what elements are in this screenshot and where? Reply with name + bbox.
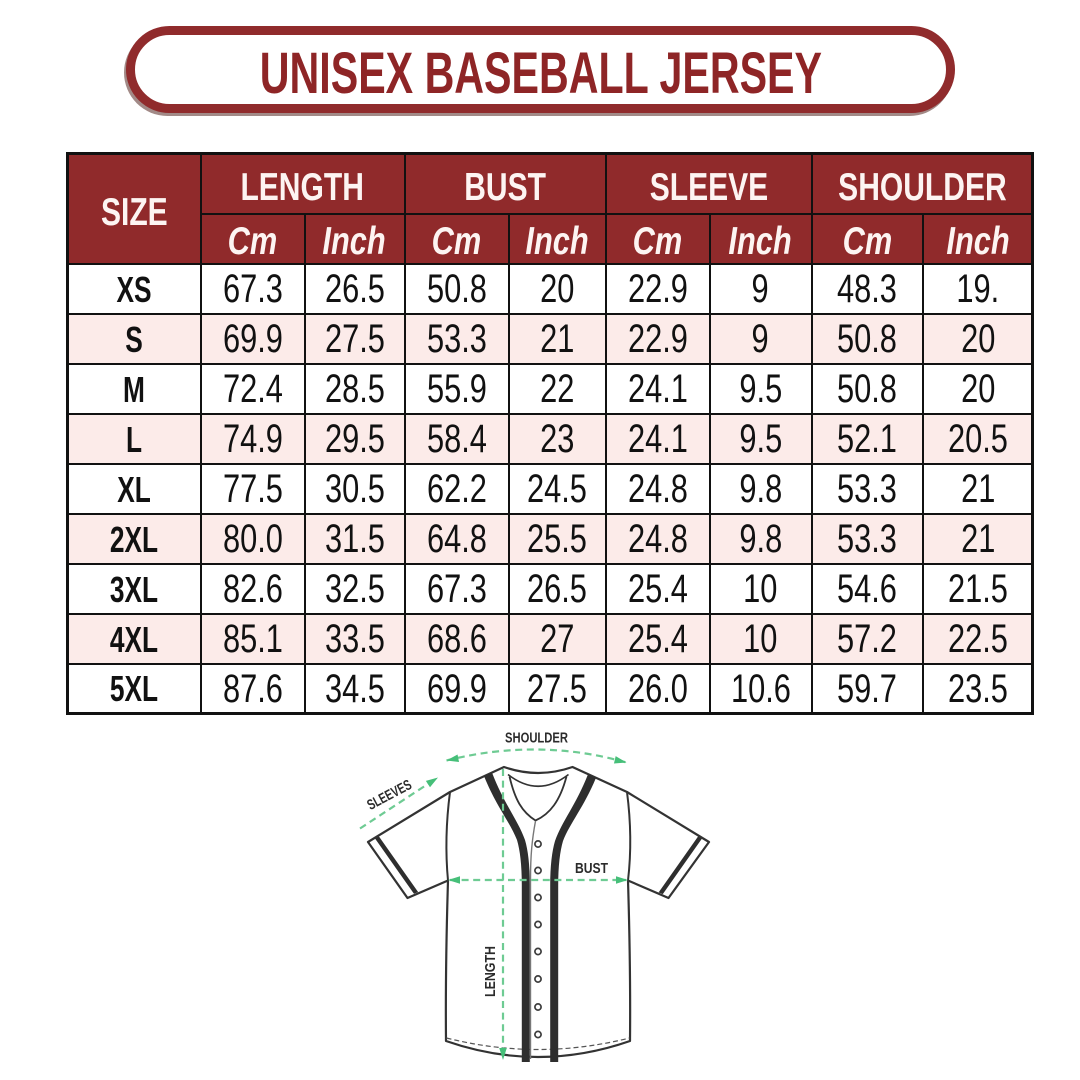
svg-text:BUST: BUST [575,861,608,877]
svg-text:SHOULDER: SHOULDER [505,731,568,747]
svg-text:LENGTH: LENGTH [483,946,499,997]
